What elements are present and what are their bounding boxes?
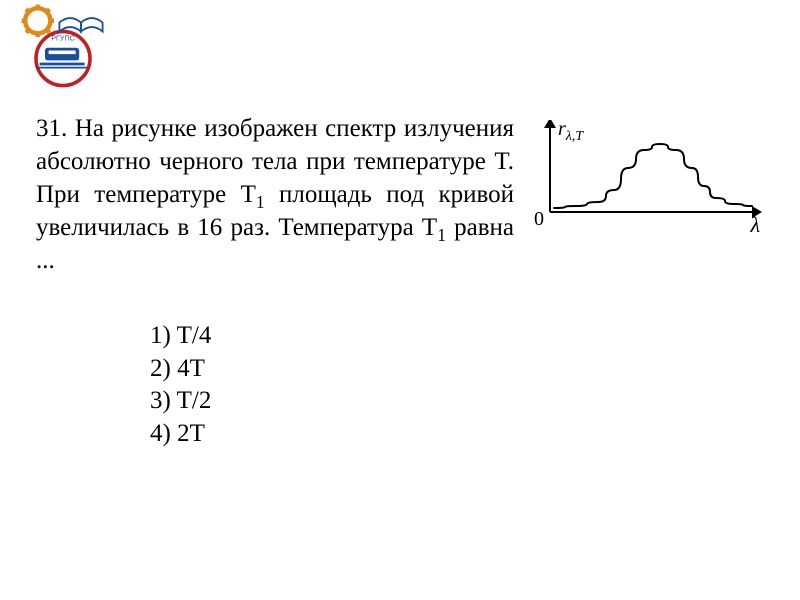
university-logo: РГУПС: [18, 4, 108, 88]
option-4: 4) 2T: [150, 418, 211, 451]
origin-label: 0: [534, 208, 544, 231]
option-3: 3) T/2: [150, 385, 211, 418]
blackbody-spectrum-graph: rλ,T λ 0: [536, 120, 764, 244]
x-axis-label: λ: [750, 212, 760, 238]
question-text: 31. На рисунке изображен спектр излучени…: [36, 112, 514, 277]
question-number: 31.: [36, 115, 67, 142]
svg-text:РГУПС: РГУПС: [51, 34, 75, 43]
option-1: 1) T/4: [150, 320, 211, 353]
y-axis-label: rλ,T: [558, 118, 583, 145]
answer-options: 1) T/4 2) 4T 3) T/2 4) 2T: [150, 320, 211, 450]
option-2: 2) 4T: [150, 353, 211, 386]
